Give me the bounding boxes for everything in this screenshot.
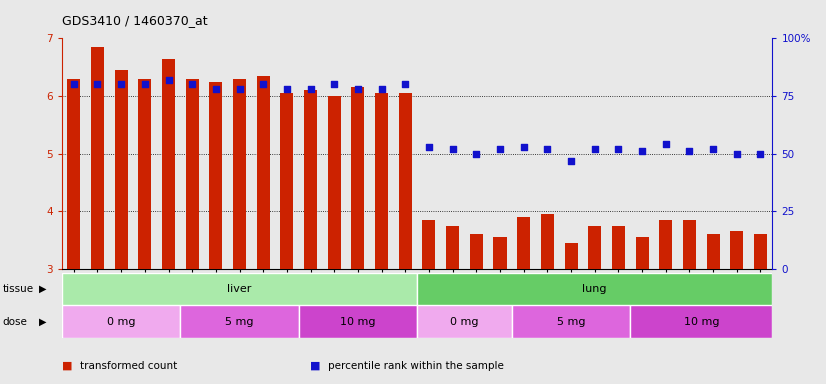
Text: ■: ■ — [62, 361, 73, 371]
Bar — [328, 96, 341, 269]
Bar — [588, 225, 601, 269]
Point — [470, 151, 483, 157]
Point — [517, 144, 530, 150]
Point — [257, 81, 270, 88]
Point — [209, 86, 222, 92]
Bar — [612, 225, 625, 269]
Bar — [446, 225, 459, 269]
Bar — [67, 79, 80, 269]
Bar — [91, 47, 104, 269]
Point — [493, 146, 506, 152]
Bar — [417, 273, 772, 305]
Bar — [280, 93, 293, 269]
Bar — [659, 220, 672, 269]
Text: 0 mg: 0 mg — [450, 316, 479, 327]
Bar — [422, 220, 435, 269]
Point — [446, 146, 459, 152]
Point — [754, 151, 767, 157]
Text: liver: liver — [227, 284, 252, 294]
Bar — [62, 273, 417, 305]
Bar — [351, 87, 364, 269]
Bar — [517, 217, 530, 269]
Text: ▶: ▶ — [39, 284, 47, 294]
Bar — [299, 305, 417, 338]
Point — [186, 81, 199, 88]
Point — [280, 86, 293, 92]
Text: tissue: tissue — [2, 284, 34, 294]
Point — [351, 86, 364, 92]
Bar — [754, 234, 767, 269]
Bar — [257, 76, 270, 269]
Point — [422, 144, 435, 150]
Point — [375, 86, 388, 92]
Point — [115, 81, 128, 88]
Text: GDS3410 / 1460370_at: GDS3410 / 1460370_at — [62, 14, 207, 27]
Text: lung: lung — [582, 284, 607, 294]
Point — [399, 81, 412, 88]
Bar — [470, 234, 483, 269]
Bar — [493, 237, 506, 269]
Bar — [233, 79, 246, 269]
Point — [683, 148, 696, 154]
Text: 10 mg: 10 mg — [684, 316, 719, 327]
Text: 5 mg: 5 mg — [557, 316, 586, 327]
Point — [588, 146, 601, 152]
Point — [328, 81, 341, 88]
Bar — [209, 81, 222, 269]
Bar — [186, 79, 199, 269]
Bar — [512, 305, 630, 338]
Bar — [375, 93, 388, 269]
Point — [706, 146, 719, 152]
Bar — [138, 79, 151, 269]
Point — [67, 81, 80, 88]
Text: 0 mg: 0 mg — [107, 316, 135, 327]
Point — [612, 146, 625, 152]
Point — [138, 81, 151, 88]
Text: ■: ■ — [310, 361, 320, 371]
Point — [659, 141, 672, 147]
Text: percentile rank within the sample: percentile rank within the sample — [328, 361, 504, 371]
Bar — [399, 93, 412, 269]
Point — [635, 148, 648, 154]
Bar — [304, 90, 317, 269]
Text: 10 mg: 10 mg — [340, 316, 376, 327]
Bar — [115, 70, 128, 269]
Bar — [630, 305, 772, 338]
Point — [541, 146, 554, 152]
Bar — [62, 305, 180, 338]
Point — [304, 86, 317, 92]
Bar — [417, 305, 512, 338]
Point — [162, 77, 175, 83]
Bar — [162, 58, 175, 269]
Text: ▶: ▶ — [39, 316, 47, 327]
Bar — [180, 305, 299, 338]
Point — [730, 151, 743, 157]
Bar — [541, 214, 554, 269]
Bar — [564, 243, 577, 269]
Bar — [706, 234, 719, 269]
Point — [564, 157, 577, 164]
Point — [233, 86, 246, 92]
Bar — [683, 220, 696, 269]
Bar — [635, 237, 648, 269]
Text: transformed count: transformed count — [80, 361, 178, 371]
Point — [91, 81, 104, 88]
Bar — [730, 231, 743, 269]
Text: 5 mg: 5 mg — [225, 316, 254, 327]
Text: dose: dose — [2, 316, 27, 327]
